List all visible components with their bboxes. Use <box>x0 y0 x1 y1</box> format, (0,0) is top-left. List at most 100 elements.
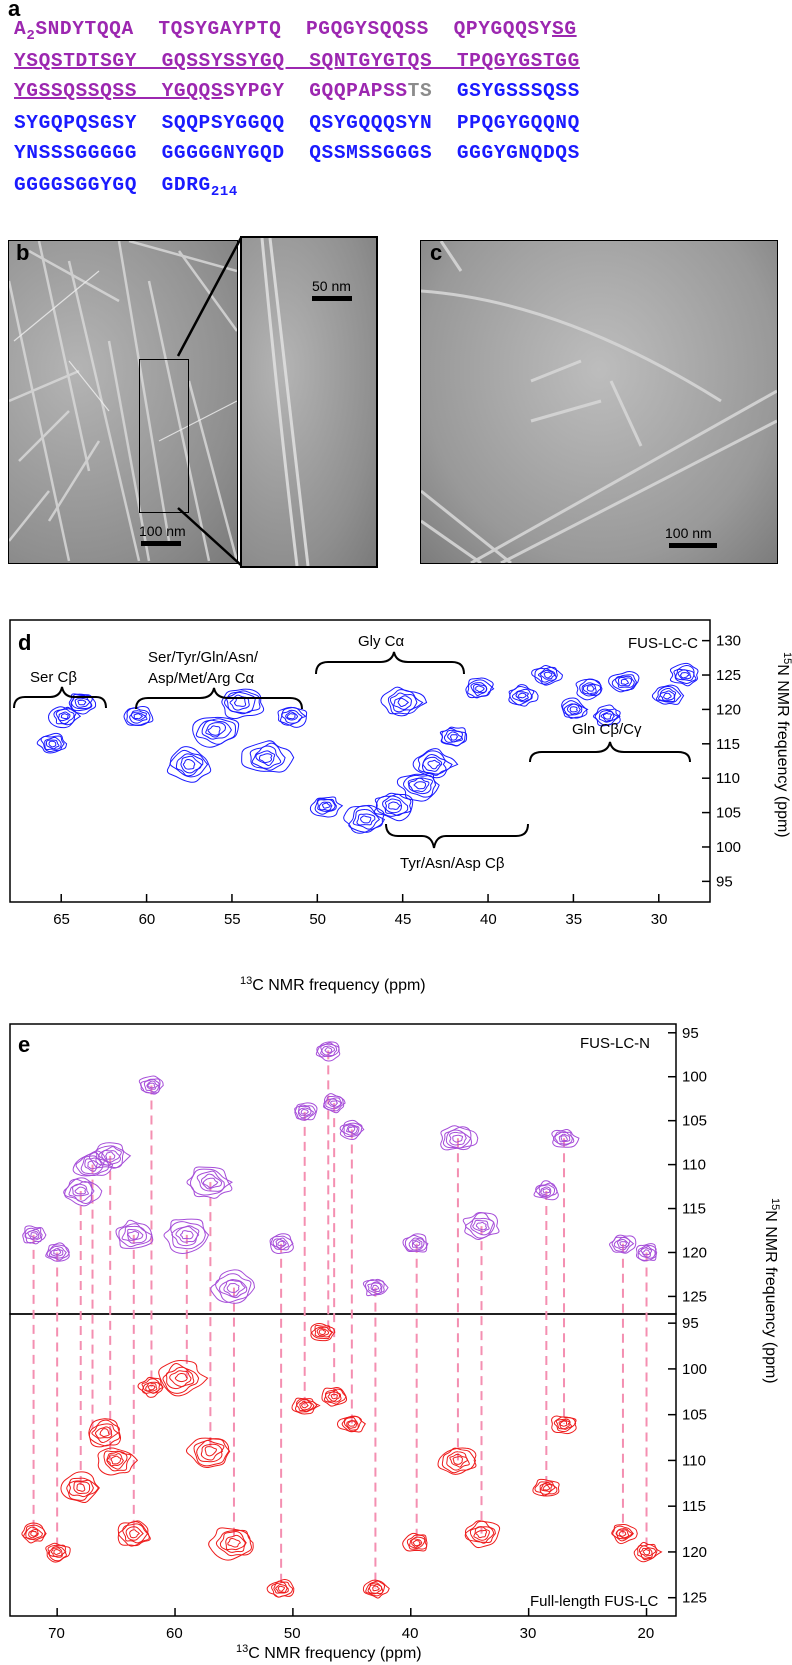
nmr-peak <box>472 683 488 694</box>
nmr-peak <box>118 1521 150 1547</box>
x-tick-label: 50 <box>284 1625 301 1642</box>
nmr-peak <box>272 1237 289 1251</box>
nmr-peak <box>352 808 381 830</box>
sequence-segment: SYGQPQSGSY SQQPSYGGQQ QSYGQQQSYN PPQGYGQ… <box>14 112 580 134</box>
y-tick-label: 105 <box>716 805 741 822</box>
panel-a-label: a <box>8 0 21 21</box>
nmr-peak <box>407 777 434 795</box>
nmr-peak <box>171 1225 200 1247</box>
nmr-peak <box>314 1326 333 1338</box>
nmr-peak <box>452 1134 464 1143</box>
nmr-peak <box>30 1232 38 1238</box>
nmr-peak <box>551 1415 577 1435</box>
nmr-peak <box>270 1235 294 1251</box>
nmr-peak <box>227 1537 241 1548</box>
nmr-peak <box>397 697 410 708</box>
nmr-peak <box>555 1418 573 1430</box>
nmr-peak <box>277 1240 285 1247</box>
nmr-peak <box>560 1135 568 1142</box>
nmr-peak <box>60 1471 100 1504</box>
sequence-segment: A <box>14 18 27 40</box>
nmr-peak <box>440 1125 479 1151</box>
nmr-peak <box>449 1131 467 1146</box>
panel-b-em-image: 100 nm <box>8 240 238 564</box>
nmr-peak <box>598 709 619 723</box>
nmr-peak <box>347 1126 356 1133</box>
nmr-peak <box>515 691 529 702</box>
y-tick-label: 110 <box>682 1157 706 1174</box>
nmr-peak <box>141 1378 164 1394</box>
nmr-peak <box>403 774 437 798</box>
nmr-peak <box>221 688 265 720</box>
nmr-peak <box>441 1447 477 1474</box>
panel-c-em-image: 100 nm <box>420 240 778 564</box>
nmr-peak <box>57 711 71 722</box>
nmr-peak <box>68 693 97 715</box>
nmr-peak <box>330 1100 339 1107</box>
nmr-peak <box>170 1221 206 1250</box>
nmr-peak <box>365 1279 385 1296</box>
sequence-line: YSQSTDTSGY GQSSYSSYGQ SQNTGYGTQS TPQGYGS… <box>14 50 580 72</box>
nmr-peak <box>511 688 533 703</box>
nmr-peak <box>127 1230 140 1240</box>
x-tick-label: 50 <box>309 911 326 928</box>
nmr-peak <box>179 1230 194 1240</box>
nmr-peak <box>210 1269 256 1303</box>
panel-c-label: c <box>430 240 443 265</box>
nmr-peak <box>659 690 676 701</box>
nmr-peak <box>412 1539 421 1547</box>
nmr-peak <box>533 1180 559 1201</box>
nmr-peak <box>324 1047 333 1054</box>
nmr-peak <box>655 685 682 703</box>
nmr-peak <box>145 1382 158 1392</box>
nmr-peak <box>137 1376 164 1398</box>
nmr-peak <box>72 1183 89 1197</box>
x-tick-label: 65 <box>53 911 70 928</box>
sequence-line: YGSSQSSQSS YGQQSSYPGY GQQPAPSSTS GSYGSSS… <box>14 80 580 102</box>
x-tick-label: 55 <box>224 911 241 928</box>
nmr-peak <box>382 795 409 816</box>
nmr-peak <box>669 662 699 687</box>
nmr-peak <box>558 1133 571 1143</box>
nmr-peak <box>551 1129 580 1148</box>
scale-bar-b <box>141 541 181 546</box>
nmr-peak <box>321 1387 348 1407</box>
nmr-peak <box>346 1125 358 1134</box>
nmr-peak <box>99 1428 110 1438</box>
nmr-peak <box>339 1122 365 1138</box>
nmr-peak <box>202 1177 219 1189</box>
nmr-peak <box>201 719 232 740</box>
nmr-peak <box>25 1526 44 1540</box>
nmr-peak <box>323 1095 346 1112</box>
annotation-multi-ca-1: Ser/Tyr/Gln/Asn/ <box>148 649 259 666</box>
nmr-peak <box>367 1281 383 1295</box>
nmr-peak <box>129 710 148 724</box>
nmr-peak <box>404 1234 429 1251</box>
nmr-peak <box>594 708 621 726</box>
nmr-peak <box>367 1582 384 1595</box>
nmr-peak <box>175 1226 200 1243</box>
nmr-peak <box>309 796 344 818</box>
annotation-gln: Gln Cβ/Cγ <box>572 721 642 738</box>
nmr-peak <box>602 712 612 720</box>
nmr-peak <box>387 689 424 717</box>
nmr-peak <box>234 697 247 707</box>
nmr-peak <box>45 739 60 750</box>
nmr-peak <box>449 734 459 741</box>
nmr-peak <box>23 1524 46 1541</box>
nmr-peak <box>169 1370 192 1388</box>
nmr-peak <box>142 1381 160 1394</box>
y-tick-label: 110 <box>716 770 740 787</box>
nmr-peak <box>195 718 237 745</box>
nmr-peak <box>362 1579 390 1599</box>
nmr-peak <box>586 685 596 692</box>
sample-label-d: FUS-LC-C <box>628 635 698 652</box>
nmr-peak <box>542 1484 551 1491</box>
nmr-peak <box>281 709 303 724</box>
nmr-peak <box>48 740 57 748</box>
nmr-peak <box>166 746 212 783</box>
plot-frame-e-bottom <box>9 1313 677 1617</box>
nmr-peak <box>417 750 453 776</box>
annotation-tyr: Tyr/Asn/Asp Cβ <box>400 855 505 872</box>
nmr-peak <box>196 1170 225 1192</box>
